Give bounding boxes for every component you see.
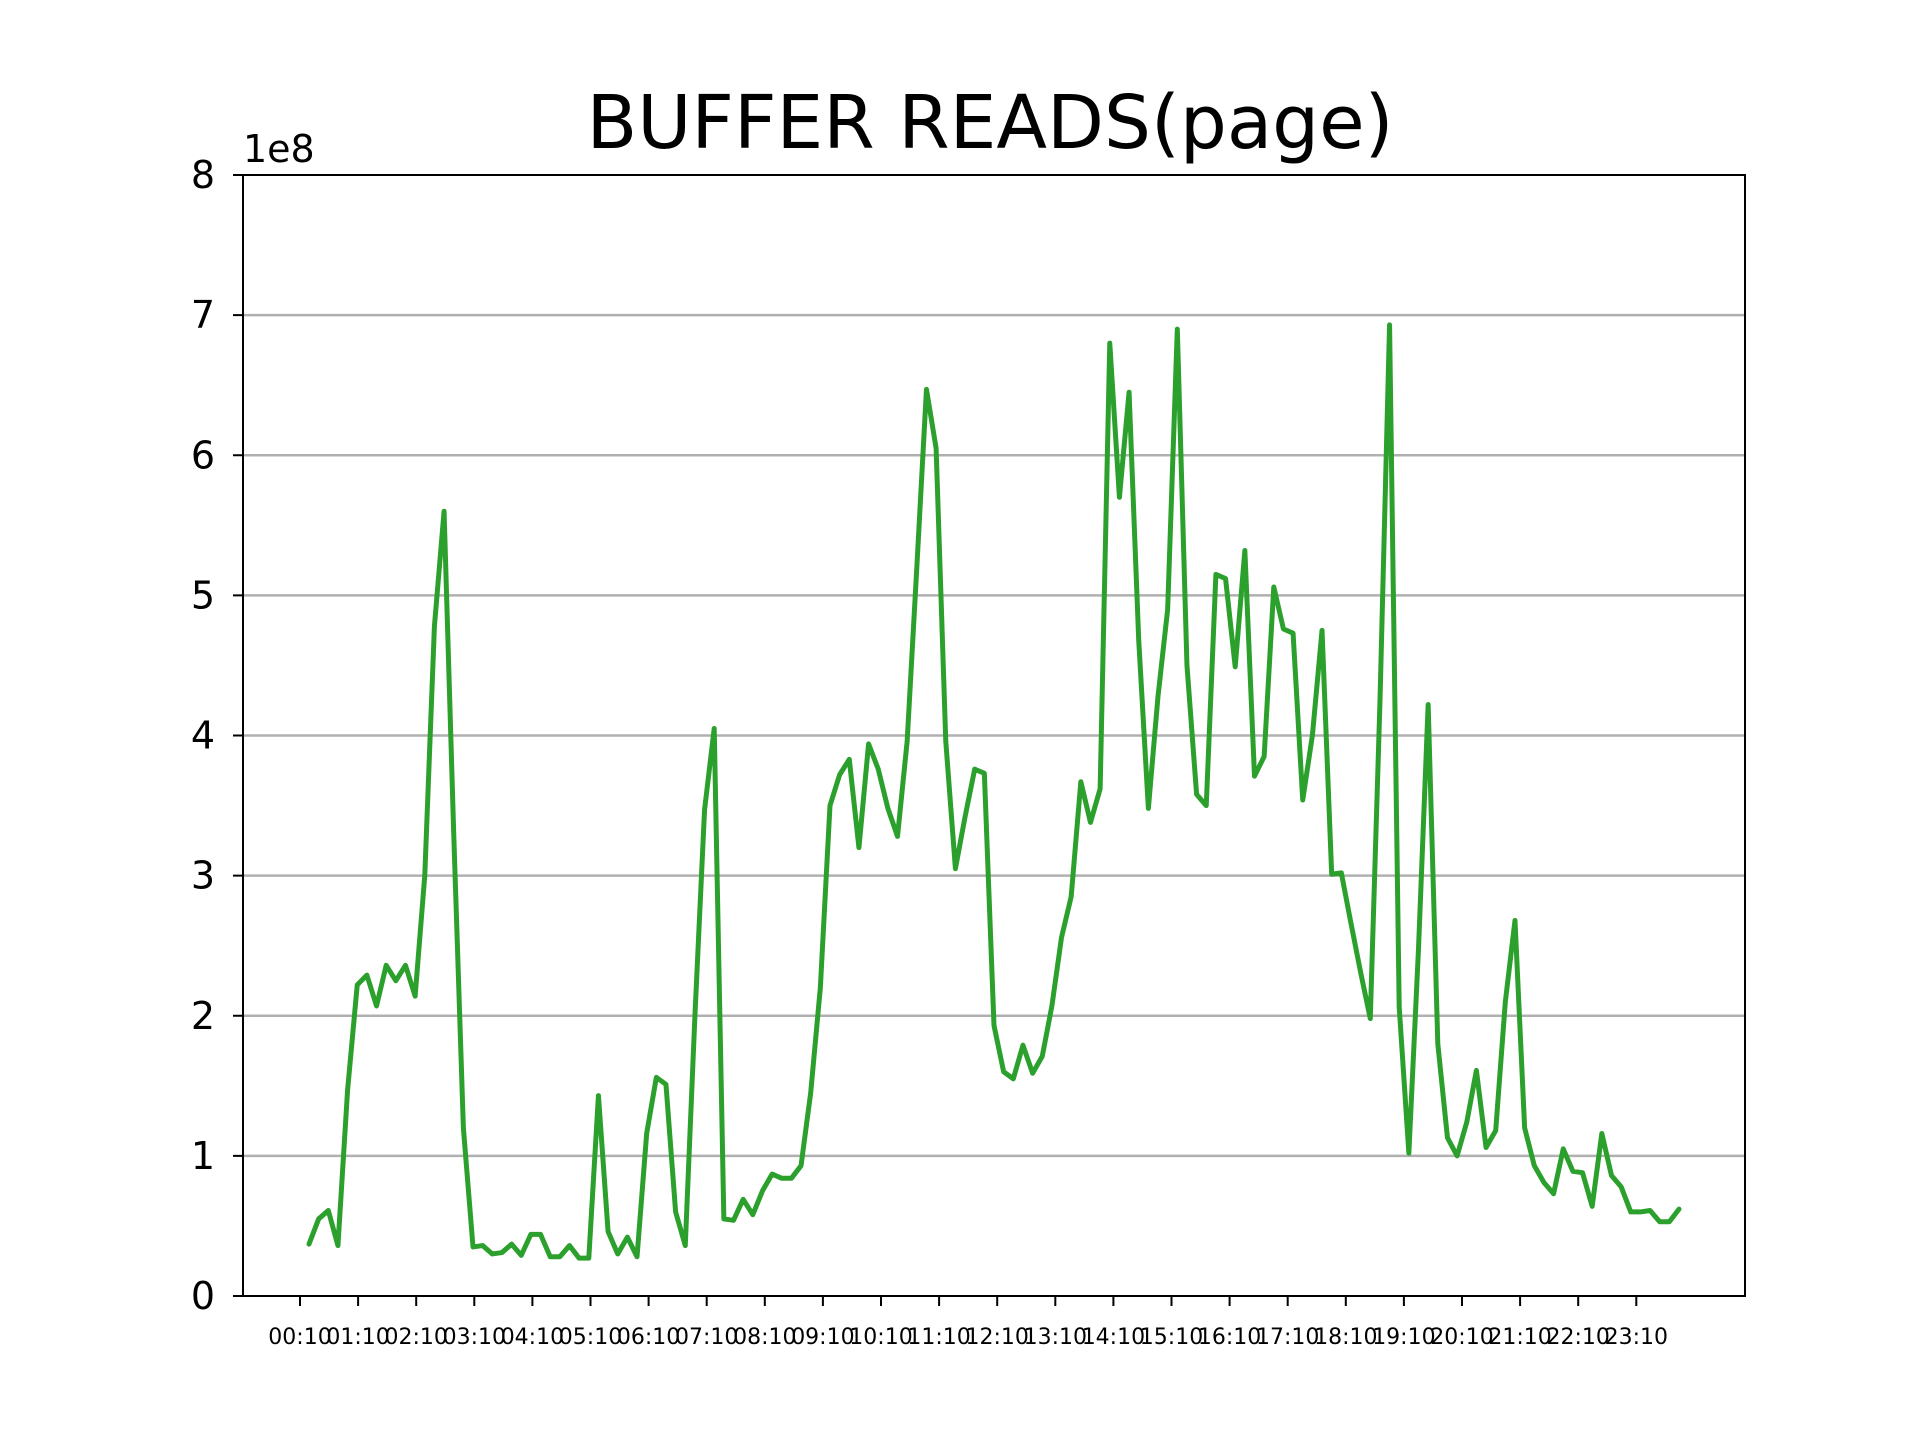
y-axis: 0 1 2 3 4 5 6 7 8	[191, 153, 243, 1318]
x-tick-label: 00:10	[268, 1325, 331, 1350]
x-axis: 00:1001:1002:1003:1004:1005:1006:1007:10…	[268, 1296, 1668, 1350]
y-tick-label: 5	[191, 573, 215, 617]
x-tick-label: 21:10	[1488, 1325, 1551, 1350]
x-tick-label: 20:10	[1430, 1325, 1493, 1350]
x-tick-label: 03:10	[443, 1325, 506, 1350]
y-tick-label: 8	[191, 153, 215, 197]
chart-title: BUFFER READS(page)	[586, 80, 1393, 166]
x-tick-label: 22:10	[1546, 1325, 1609, 1350]
series-line-buffer-reads	[306, 322, 1682, 1261]
x-tick-label: 10:10	[849, 1325, 912, 1350]
x-tick-label: 13:10	[1024, 1325, 1087, 1350]
x-tick-label: 05:10	[559, 1325, 622, 1350]
x-tick-label: 15:10	[1140, 1325, 1203, 1350]
grid-lines	[243, 313, 1745, 1158]
y-tick-label: 0	[191, 1274, 215, 1318]
x-tick-label: 17:10	[1256, 1325, 1319, 1350]
x-tick-label: 08:10	[733, 1325, 796, 1350]
x-tick-label: 23:10	[1605, 1325, 1668, 1350]
x-tick-label: 12:10	[965, 1325, 1028, 1350]
y-axis-offset-label: 1e8	[243, 127, 315, 171]
x-tick-label: 14:10	[1082, 1325, 1145, 1350]
x-tick-label: 09:10	[791, 1325, 854, 1350]
x-tick-label: 16:10	[1198, 1325, 1261, 1350]
x-tick-label: 19:10	[1372, 1325, 1435, 1350]
y-tick-label: 6	[191, 433, 215, 477]
y-tick-label: 4	[191, 714, 215, 758]
y-tick-label: 1	[191, 1134, 215, 1178]
y-tick-label: 3	[191, 854, 215, 898]
x-tick-label: 18:10	[1314, 1325, 1377, 1350]
y-tick-label: 2	[191, 994, 215, 1038]
x-tick-label: 07:10	[675, 1325, 738, 1350]
x-tick-label: 04:10	[501, 1325, 564, 1350]
x-tick-label: 11:10	[907, 1325, 970, 1350]
x-tick-label: 02:10	[384, 1325, 447, 1350]
y-tick-label: 7	[191, 293, 215, 337]
x-tick-label: 06:10	[617, 1325, 680, 1350]
x-tick-label: 01:10	[326, 1325, 389, 1350]
